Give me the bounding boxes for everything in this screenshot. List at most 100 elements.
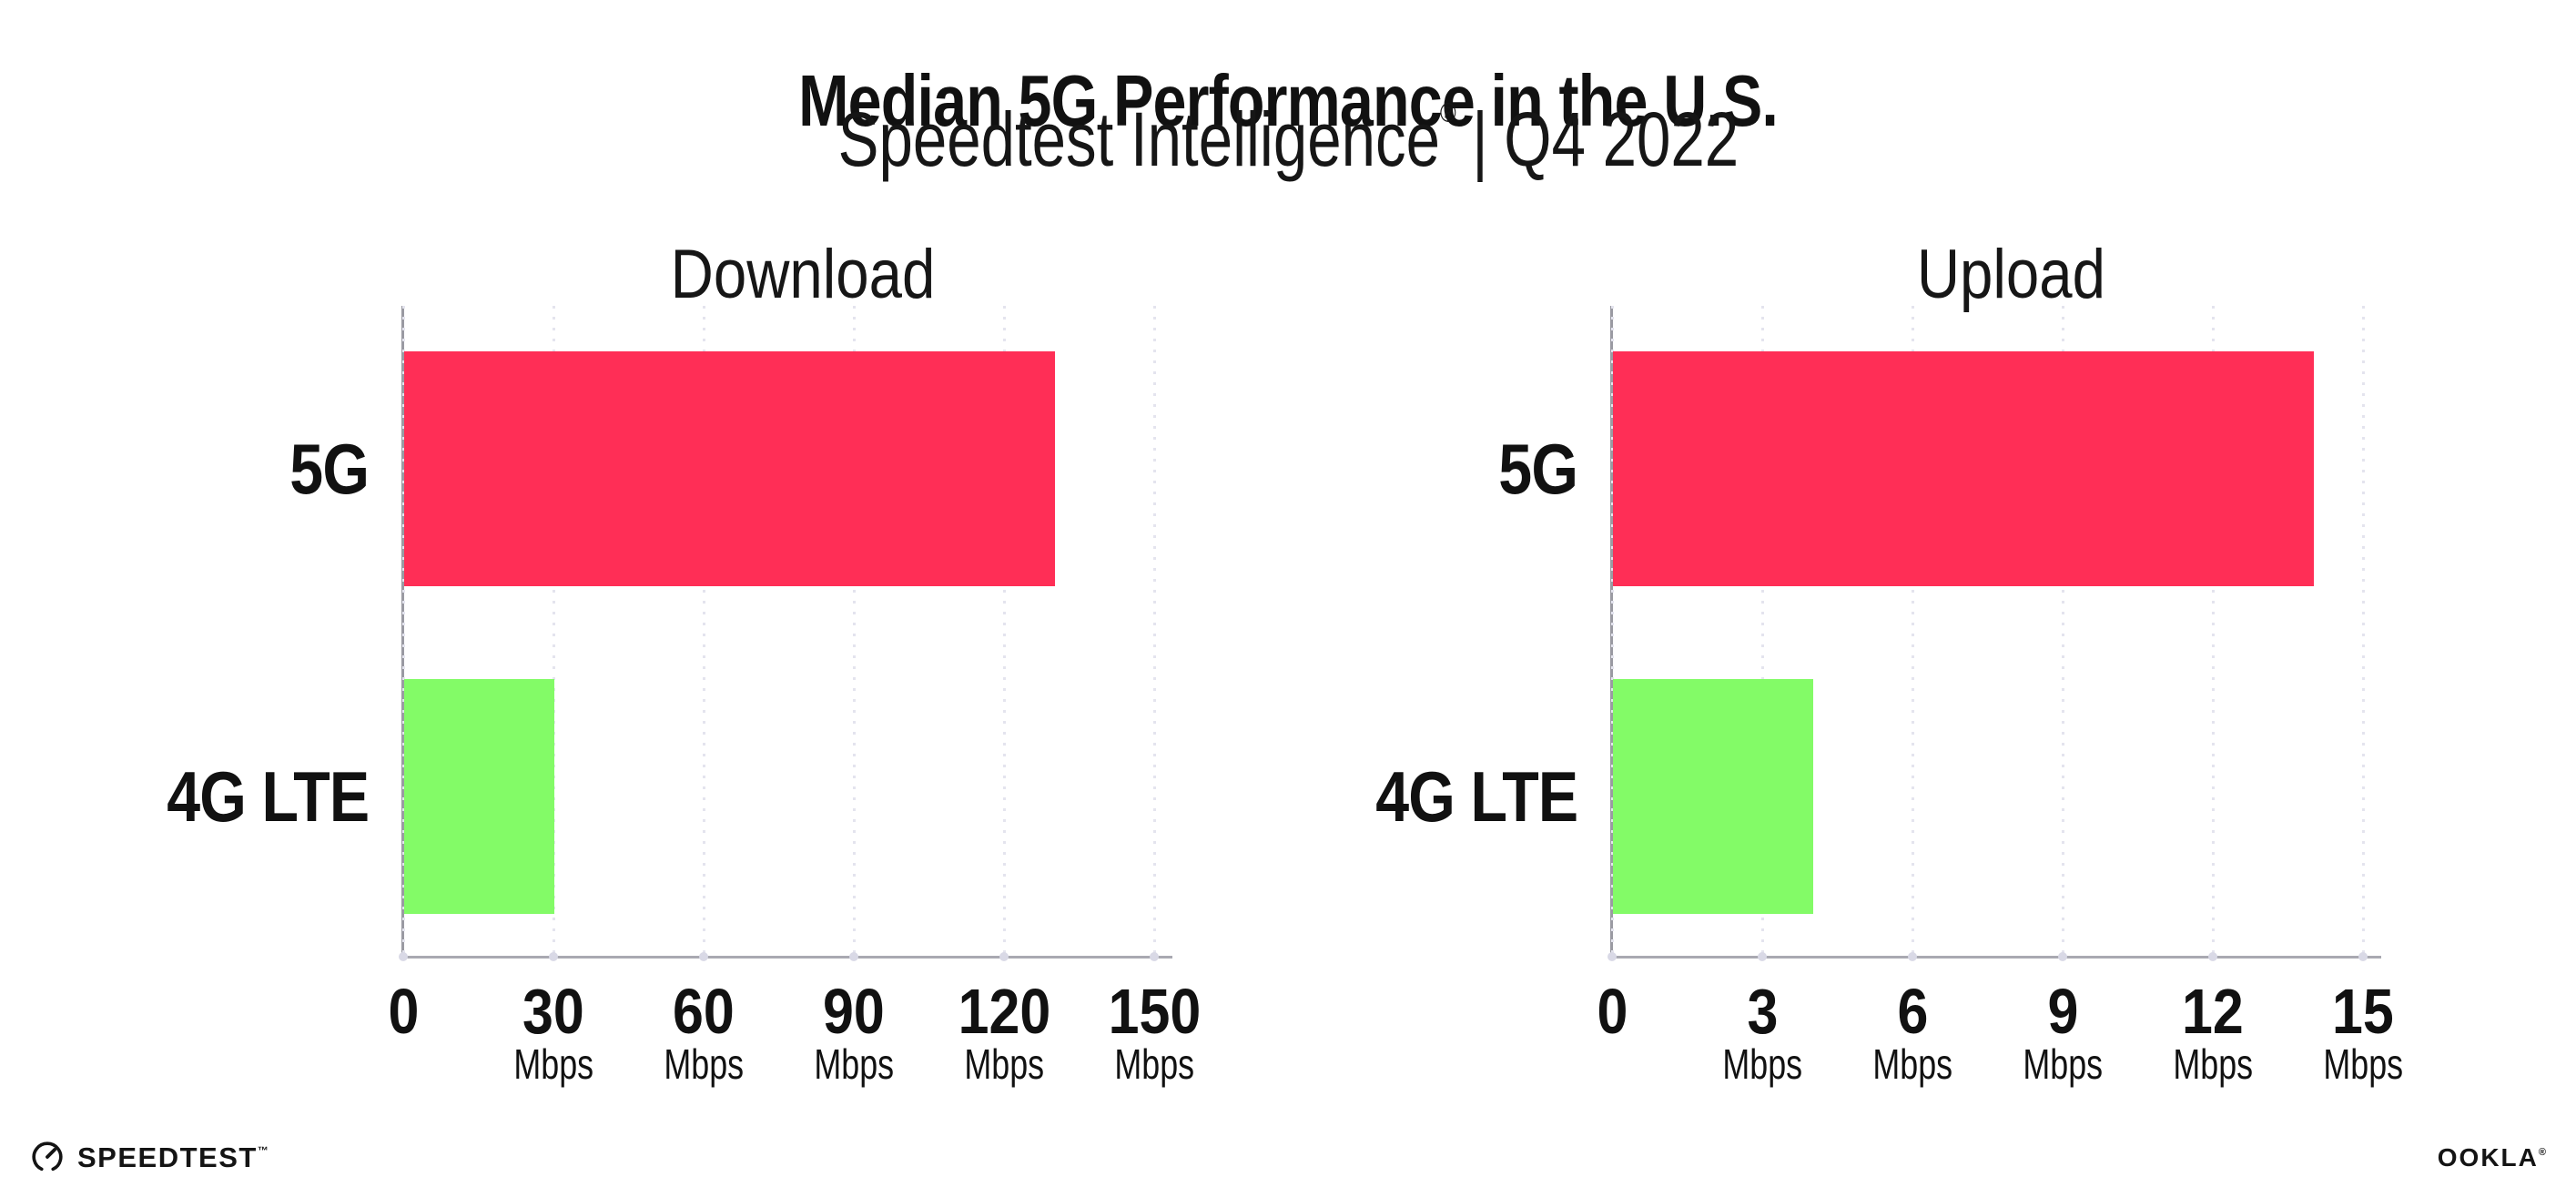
gauge-icon — [30, 1140, 65, 1174]
x-unit-label-download-150: Mbps — [1063, 1043, 1245, 1085]
x-tick-label-upload-0: 0 — [1521, 979, 1703, 1043]
x-unit-label-download-30: Mbps — [462, 1043, 644, 1085]
tick-dot-upload-9 — [2058, 952, 2067, 961]
x-tick-label-download-120-text: 120 — [958, 976, 1050, 1047]
x-unit-label-download-120-text: Mbps — [964, 1040, 1044, 1088]
bar-upload-5g — [1613, 351, 2314, 586]
trademark-mark: ™ — [257, 1143, 269, 1157]
x-unit-label-download-60: Mbps — [613, 1043, 795, 1085]
tick-dot-upload-12 — [2208, 952, 2217, 961]
x-tick-label-download-60-text: 60 — [673, 976, 735, 1047]
page-subtitle: Speedtest Intelligence® | Q4 2022 — [0, 100, 2576, 178]
gridline-download-60 — [703, 306, 705, 956]
chart-title-upload: Upload — [1648, 240, 2376, 309]
tick-dot-upload-3 — [1758, 952, 1767, 961]
category-label-download-4g-lte-text: 4G LTE — [166, 756, 370, 837]
bar-upload-4g-lte — [1613, 679, 1813, 914]
tick-dot-upload-6 — [1908, 952, 1917, 961]
x-unit-label-upload-12: Mbps — [2122, 1043, 2304, 1085]
gridline-download-0 — [402, 306, 405, 956]
subtitle-divider: | — [1471, 96, 1488, 182]
gridline-upload-9 — [2062, 306, 2064, 956]
category-label-upload-5g: 5G — [1186, 351, 1578, 586]
x-tick-label-upload-12-text: 12 — [2182, 976, 2244, 1047]
x-unit-label-upload-15: Mbps — [2272, 1043, 2454, 1085]
gridline-download-90 — [853, 306, 856, 956]
ookla-registered-mark: ® — [2538, 1147, 2546, 1158]
x-unit-label-download-150-text: Mbps — [1114, 1040, 1194, 1088]
x-unit-label-upload-9-text: Mbps — [2023, 1040, 2103, 1088]
x-unit-label-upload-3-text: Mbps — [1722, 1040, 1802, 1088]
tick-dot-download-90 — [849, 952, 858, 961]
gridline-upload-6 — [1912, 306, 1914, 956]
ookla-logo: OOKLA® — [2438, 1145, 2546, 1171]
chart-title-download-text: Download — [670, 236, 935, 313]
category-label-download-5g-text: 5G — [289, 429, 370, 509]
x-unit-label-upload-3: Mbps — [1671, 1043, 1853, 1085]
subtitle-brand: Speedtest Intelligence — [837, 96, 1440, 182]
x-tick-label-upload-9: 9 — [1972, 979, 2154, 1043]
gridline-download-120 — [1003, 306, 1006, 956]
tick-dot-upload-0 — [1607, 952, 1617, 961]
x-tick-label-upload-9-text: 9 — [2047, 976, 2078, 1047]
x-tick-label-upload-3: 3 — [1671, 979, 1853, 1043]
tick-dot-download-120 — [999, 952, 1009, 961]
x-tick-label-download-90-text: 90 — [823, 976, 885, 1047]
x-axis-upload — [1610, 956, 2381, 959]
speedtest-logo: SPEEDTEST™ — [30, 1140, 269, 1174]
tick-dot-upload-15 — [2358, 952, 2368, 961]
gridline-download-150 — [1153, 306, 1156, 956]
x-axis-download — [401, 956, 1172, 959]
x-unit-label-upload-6-text: Mbps — [1872, 1040, 1952, 1088]
tick-dot-download-60 — [699, 952, 708, 961]
gridline-upload-0 — [1611, 306, 1614, 956]
tick-dot-download-30 — [549, 952, 558, 961]
gridline-upload-15 — [2362, 306, 2365, 956]
x-tick-label-upload-0-text: 0 — [1597, 976, 1628, 1047]
x-unit-label-download-60-text: Mbps — [664, 1040, 744, 1088]
category-label-upload-4g-lte: 4G LTE — [1186, 679, 1578, 914]
x-tick-label-download-90: 90 — [763, 979, 945, 1043]
x-unit-label-download-90: Mbps — [763, 1043, 945, 1085]
category-label-download-5g: 5G — [0, 351, 370, 586]
category-label-download-4g-lte: 4G LTE — [0, 679, 370, 914]
x-unit-label-download-30-text: Mbps — [513, 1040, 593, 1088]
x-tick-label-upload-6: 6 — [1821, 979, 2003, 1043]
x-tick-label-download-0-text: 0 — [388, 976, 419, 1047]
x-unit-label-upload-15-text: Mbps — [2323, 1040, 2403, 1088]
bar-download-4g-lte — [404, 679, 554, 914]
x-unit-label-upload-12-text: Mbps — [2173, 1040, 2253, 1088]
speedtest-wordmark: SPEEDTEST — [77, 1141, 258, 1173]
x-tick-label-upload-15-text: 15 — [2332, 976, 2394, 1047]
chart-title-download: Download — [439, 240, 1167, 309]
category-label-upload-4g-lte-text: 4G LTE — [1374, 756, 1578, 837]
x-tick-label-download-120: 120 — [913, 979, 1095, 1043]
x-tick-label-upload-12: 12 — [2122, 979, 2304, 1043]
x-tick-label-upload-6-text: 6 — [1897, 976, 1928, 1047]
tick-dot-download-150 — [1150, 952, 1159, 961]
x-tick-label-download-150: 150 — [1063, 979, 1245, 1043]
x-tick-label-download-0: 0 — [312, 979, 494, 1043]
x-tick-label-download-30-text: 30 — [522, 976, 584, 1047]
x-unit-label-upload-6: Mbps — [1821, 1043, 2003, 1085]
registered-mark: ® — [1439, 98, 1456, 128]
subtitle-period: Q4 2022 — [1503, 96, 1739, 182]
x-tick-label-download-60: 60 — [613, 979, 795, 1043]
bar-download-5g — [404, 351, 1055, 586]
chart-title-upload-text: Upload — [1916, 236, 2106, 313]
ookla-wordmark: OOKLA — [2437, 1143, 2539, 1172]
category-label-upload-5g-text: 5G — [1498, 429, 1578, 509]
gridline-upload-12 — [2212, 306, 2215, 956]
x-unit-label-download-90-text: Mbps — [814, 1040, 894, 1088]
gridline-upload-3 — [1761, 306, 1764, 956]
page-title-text: Median 5G Performance in the U.S. — [798, 59, 1779, 141]
tick-dot-download-0 — [399, 952, 408, 961]
gridline-download-30 — [553, 306, 555, 956]
x-tick-label-upload-15: 15 — [2272, 979, 2454, 1043]
x-tick-label-upload-3-text: 3 — [1747, 976, 1778, 1047]
x-tick-label-download-30: 30 — [462, 979, 644, 1043]
x-unit-label-download-120: Mbps — [913, 1043, 1095, 1085]
page-title: Median 5G Performance in the U.S. — [0, 59, 2576, 141]
x-unit-label-upload-9: Mbps — [1972, 1043, 2154, 1085]
